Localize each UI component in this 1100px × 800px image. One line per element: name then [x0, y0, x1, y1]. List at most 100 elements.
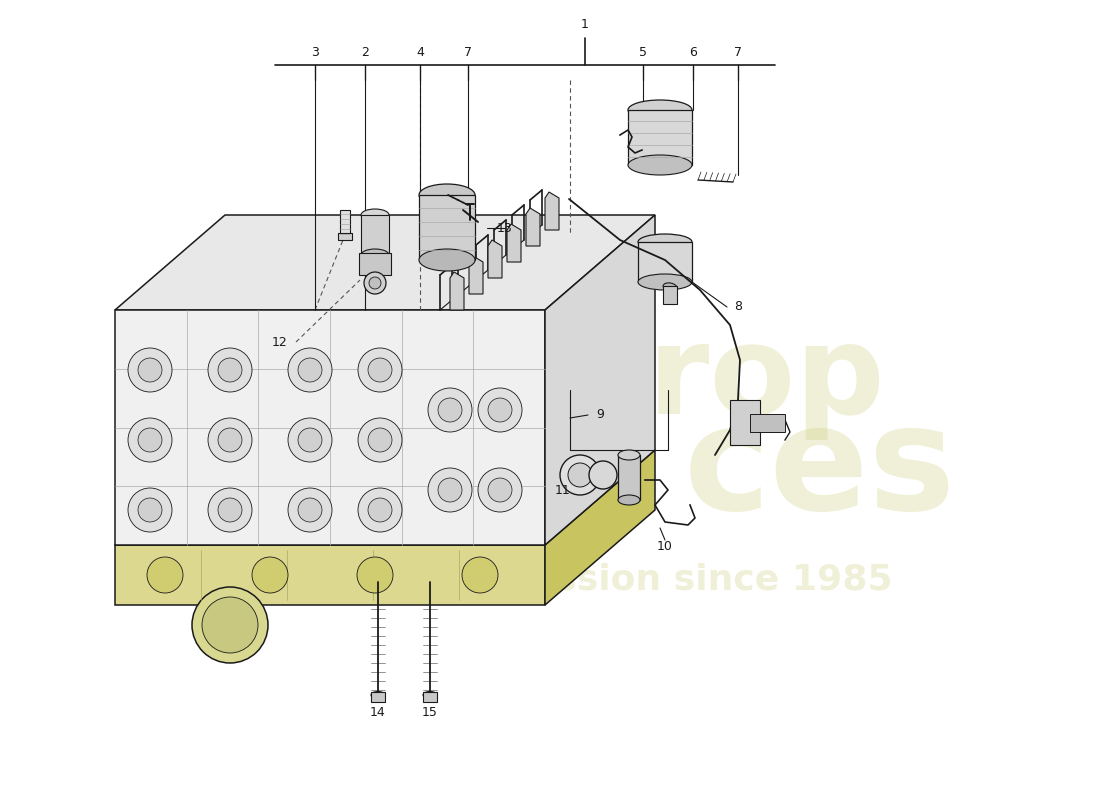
Text: 3: 3 [311, 46, 319, 58]
Circle shape [588, 461, 617, 489]
Text: 13: 13 [497, 222, 513, 234]
Circle shape [298, 428, 322, 452]
Text: 1: 1 [581, 18, 589, 31]
Circle shape [358, 418, 402, 462]
Polygon shape [469, 256, 483, 294]
Text: 6: 6 [689, 46, 697, 58]
Circle shape [488, 398, 512, 422]
Circle shape [438, 398, 462, 422]
Circle shape [358, 488, 402, 532]
Bar [750, 414, 785, 432]
Circle shape [462, 557, 498, 593]
Ellipse shape [419, 184, 475, 206]
Circle shape [147, 557, 183, 593]
Circle shape [138, 358, 162, 382]
Circle shape [208, 348, 252, 392]
Bar [359, 253, 390, 275]
Ellipse shape [618, 495, 640, 505]
Text: 8: 8 [734, 301, 742, 314]
Ellipse shape [638, 234, 692, 250]
Text: 9: 9 [596, 409, 604, 422]
Polygon shape [450, 272, 464, 310]
Ellipse shape [663, 283, 676, 291]
Circle shape [358, 348, 402, 392]
Polygon shape [544, 450, 654, 605]
Circle shape [368, 428, 392, 452]
Polygon shape [116, 450, 654, 545]
Circle shape [478, 468, 522, 512]
Circle shape [364, 272, 386, 294]
Ellipse shape [361, 209, 389, 221]
Bar [628, 110, 692, 165]
Circle shape [428, 388, 472, 432]
Circle shape [218, 358, 242, 382]
Bar [371, 692, 385, 702]
Polygon shape [116, 545, 544, 605]
Bar [618, 455, 640, 500]
Bar [361, 215, 389, 255]
Circle shape [428, 468, 472, 512]
Circle shape [298, 358, 322, 382]
Ellipse shape [424, 691, 437, 698]
Text: 12: 12 [272, 335, 288, 349]
Circle shape [202, 597, 258, 653]
Text: 4: 4 [416, 46, 424, 58]
Text: a passion since 1985: a passion since 1985 [468, 563, 892, 597]
Circle shape [208, 488, 252, 532]
Text: 14: 14 [370, 706, 386, 718]
Text: 5: 5 [639, 46, 647, 58]
Polygon shape [544, 192, 559, 230]
Bar [338, 233, 352, 240]
Circle shape [128, 348, 172, 392]
Circle shape [560, 455, 600, 495]
Text: europ: europ [474, 319, 886, 441]
Bar [730, 400, 760, 445]
Text: 7: 7 [734, 46, 742, 58]
Circle shape [252, 557, 288, 593]
Bar [424, 692, 437, 702]
Bar [419, 195, 475, 260]
Ellipse shape [628, 100, 692, 120]
Circle shape [288, 418, 332, 462]
Bar [638, 242, 692, 282]
Circle shape [368, 358, 392, 382]
Ellipse shape [628, 155, 692, 175]
Circle shape [128, 488, 172, 532]
Text: 2: 2 [361, 46, 368, 58]
Circle shape [298, 498, 322, 522]
Circle shape [358, 557, 393, 593]
Bar [340, 210, 350, 235]
Circle shape [568, 463, 592, 487]
Circle shape [478, 388, 522, 432]
Circle shape [128, 418, 172, 462]
Text: 11: 11 [556, 483, 571, 497]
Bar [663, 286, 676, 304]
Circle shape [368, 277, 381, 289]
Circle shape [438, 478, 462, 502]
Circle shape [138, 428, 162, 452]
Ellipse shape [419, 249, 475, 271]
Circle shape [218, 428, 242, 452]
Text: 15: 15 [422, 706, 438, 718]
Polygon shape [544, 215, 654, 545]
Polygon shape [116, 310, 544, 545]
Text: 7: 7 [464, 46, 472, 58]
Ellipse shape [618, 450, 640, 460]
Ellipse shape [638, 274, 692, 290]
Polygon shape [526, 208, 540, 246]
Circle shape [288, 348, 332, 392]
Circle shape [208, 418, 252, 462]
Circle shape [192, 587, 268, 663]
Circle shape [368, 498, 392, 522]
Text: 10: 10 [657, 541, 673, 554]
Ellipse shape [361, 249, 389, 261]
Polygon shape [116, 215, 654, 310]
Polygon shape [507, 224, 521, 262]
Circle shape [138, 498, 162, 522]
Ellipse shape [371, 691, 385, 698]
Circle shape [218, 498, 242, 522]
Circle shape [488, 478, 512, 502]
Text: ces: ces [684, 399, 956, 541]
Polygon shape [488, 240, 502, 278]
Circle shape [288, 488, 332, 532]
